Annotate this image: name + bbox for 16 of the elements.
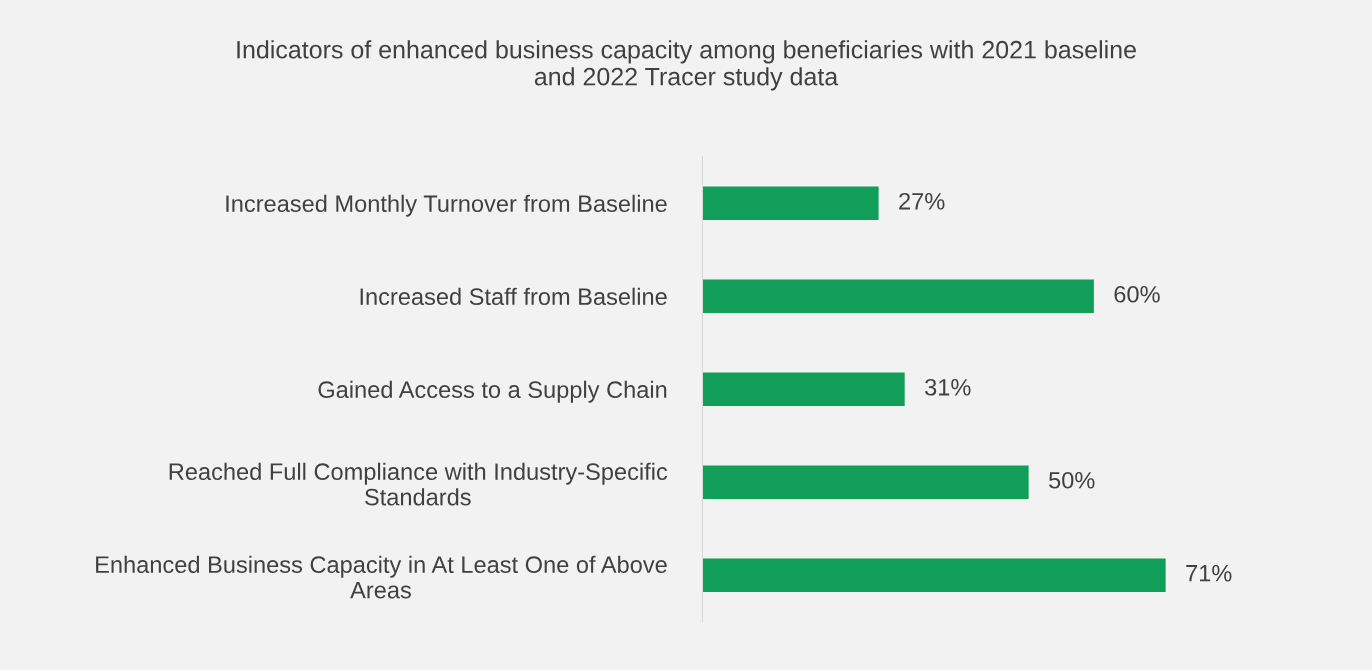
- y-tick-label: Enhanced Business Capacity in At Least One of Above Areas: [96, 555, 667, 599]
- data-label: 27%: [899, 192, 945, 210]
- data-label: 60%: [1114, 285, 1160, 303]
- data-label: 31%: [925, 378, 971, 396]
- bar: [702, 279, 1094, 314]
- y-tick-label: Reached Full Compliance with Industry-Specific Standards: [169, 462, 668, 506]
- y-tick-label: Increased Monthly Turnover from Baseline: [226, 194, 667, 217]
- data-label: 71%: [1186, 564, 1232, 582]
- bar: [702, 186, 879, 221]
- bar: [702, 558, 1166, 592]
- y-tick-label: Increased Staff from Baseline: [360, 287, 667, 306]
- bar: [702, 465, 1029, 500]
- y-tick-label: Gained Access to a Supply Chain: [318, 380, 667, 403]
- chart-title: Indicators of enhanced business capacity among beneficiaries with 2021 baseline and 2022 Tracer study data: [237, 40, 1136, 91]
- data-label: 50%: [1049, 471, 1095, 489]
- bar: [702, 372, 905, 407]
